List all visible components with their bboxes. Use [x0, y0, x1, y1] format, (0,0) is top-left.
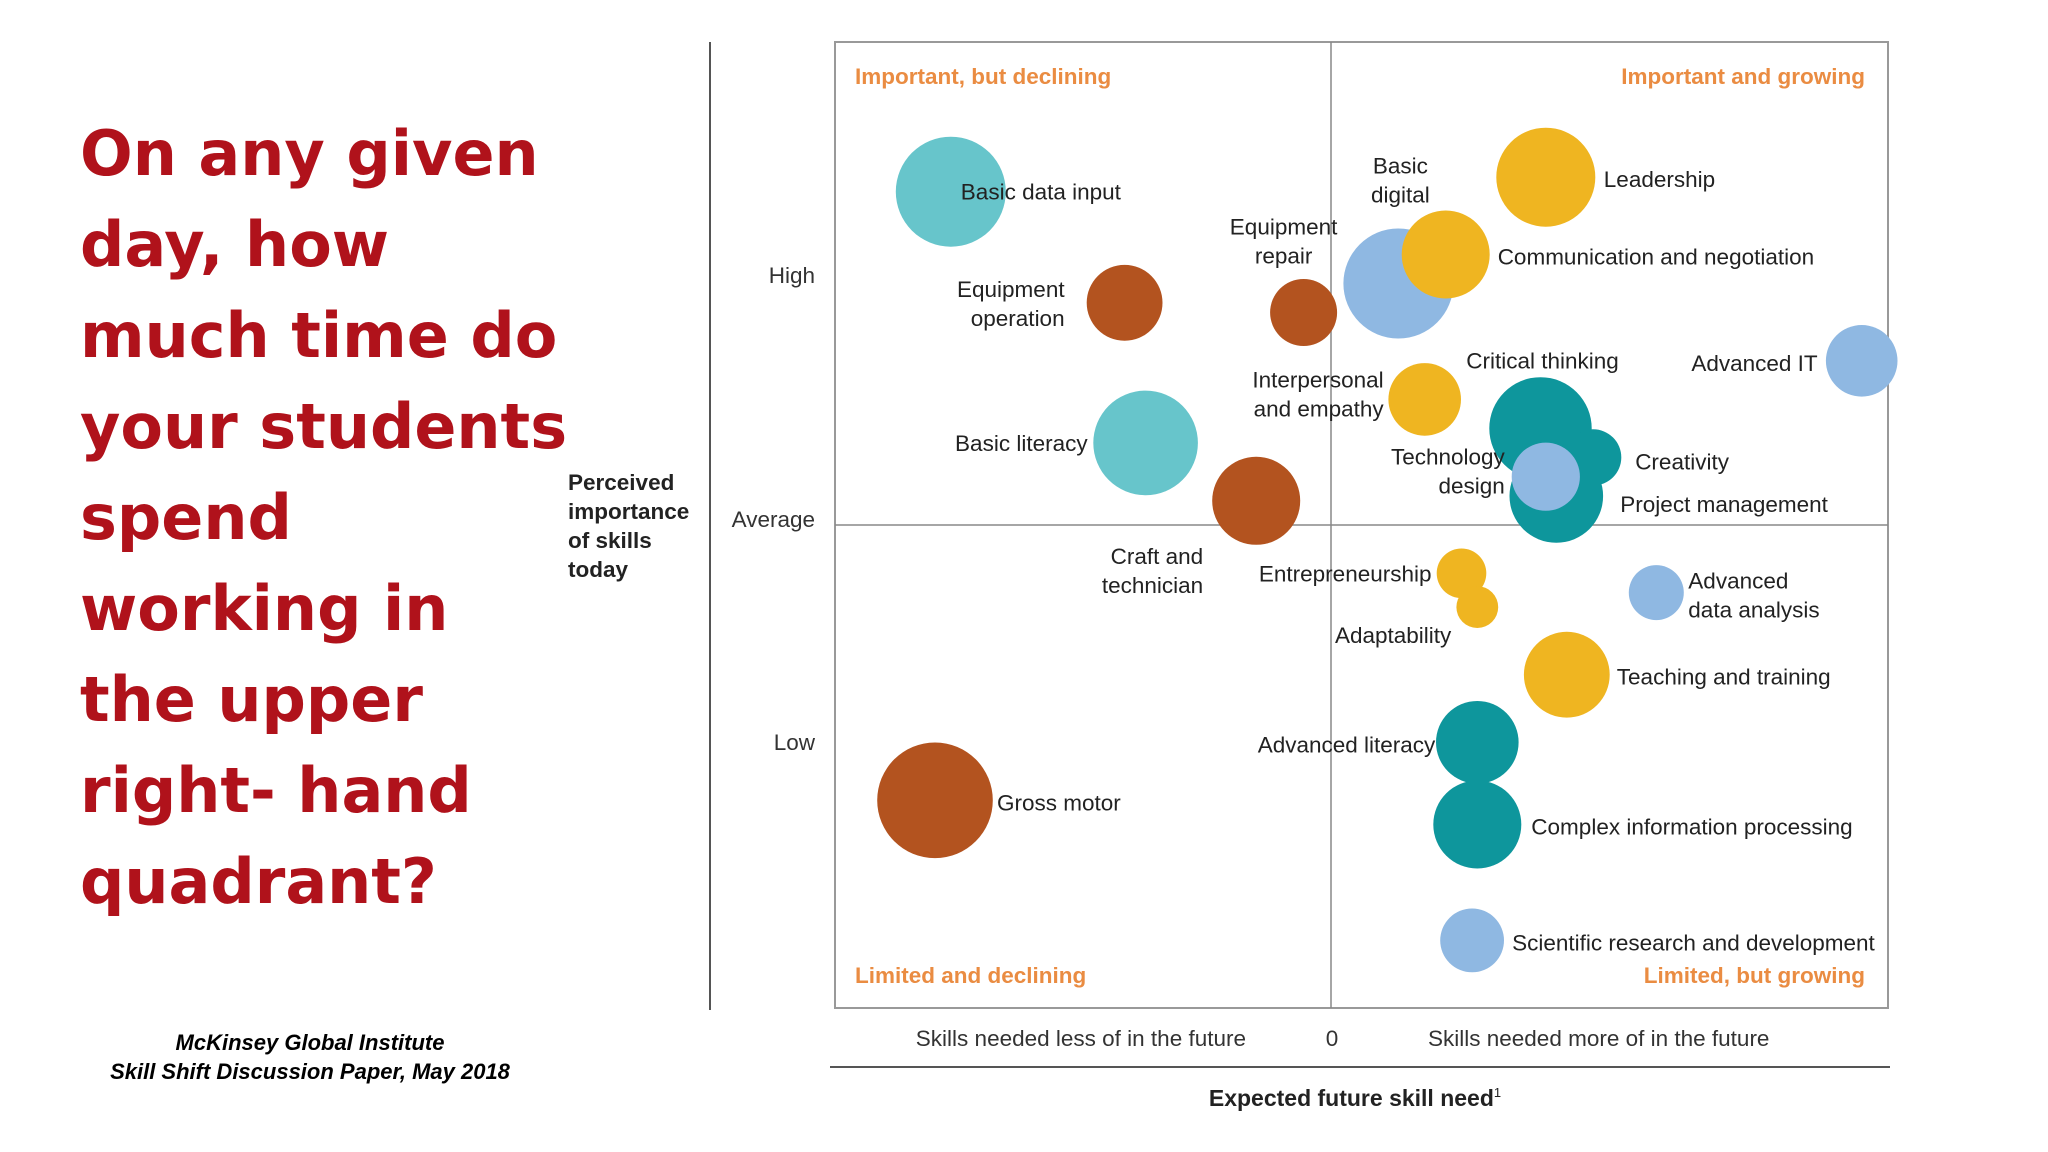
bubble-label-complex-information-processing: Complex information processing	[1531, 815, 1852, 840]
bubble-label-basic-data-input: Basic data input	[961, 180, 1122, 205]
x-axis-title-text: Expected future skill need	[1209, 1085, 1494, 1111]
question-line: right- hand	[80, 754, 472, 827]
bubble-basic-literacy	[1093, 390, 1198, 496]
citation-line: McKinsey Global Institute	[175, 1030, 445, 1055]
bubble-label-gross-motor: Gross motor	[997, 790, 1121, 815]
x-tick-zero: 0	[1326, 1026, 1339, 1051]
bubble-teaching-and-training	[1523, 631, 1610, 718]
bubble-label-entrepreneurship: Entrepreneurship	[1259, 561, 1432, 586]
y-axis-title-line: Perceived	[568, 470, 674, 495]
bubble-label-scientific-research-and-development: Scientific research and development	[1512, 930, 1875, 955]
question-line: day, how	[80, 208, 390, 281]
bubble-scientific-research-and-development	[1440, 908, 1504, 973]
question-line: your students	[80, 390, 568, 463]
x-tick-right: Skills needed more of in the future	[1428, 1026, 1769, 1051]
question-text: On any given day, how much time do your …	[80, 108, 600, 927]
y-axis-title-line: today	[568, 557, 628, 582]
y-tick-high: High	[769, 263, 815, 288]
bubble-label-layer: Basic data input Equipment operation Equipm…	[955, 154, 1875, 956]
bubble-label-leadership: Leadership	[1604, 167, 1715, 192]
bubble-label-basic-digital: Basic digital	[1371, 154, 1430, 208]
question-line: quadrant?	[80, 845, 437, 918]
bubble-advanced-literacy	[1436, 701, 1519, 784]
quadrant-label-bottom-left: Limited and declining	[855, 963, 1086, 988]
bubble-label-advanced-it: Advanced IT	[1691, 351, 1818, 376]
bubble-adaptability	[1456, 586, 1499, 628]
bubble-label-technology-design: Technology design	[1391, 445, 1506, 499]
bubble-gross-motor	[877, 742, 993, 859]
y-tick-low: Low	[774, 730, 816, 755]
question-line: working in	[80, 572, 449, 645]
bubble-label-craft-and-technician: Craft and technician	[1102, 544, 1203, 598]
quadrant-label-bottom-right: Limited, but growing	[1644, 963, 1865, 988]
quadrant-label-top-right: Important and growing	[1621, 64, 1865, 89]
bubble-technology-design	[1511, 442, 1580, 511]
x-axis-title: Expected future skill need1	[1209, 1085, 1501, 1111]
bubble-interpersonal-and-empathy	[1388, 363, 1461, 436]
bubble-advanced-it	[1825, 325, 1898, 397]
quadrant-label-top-left: Important, but declining	[855, 64, 1111, 89]
bubble-advanced-data-analysis	[1628, 565, 1684, 621]
bubble-equipment-operation	[1086, 264, 1163, 341]
bubble-label-communication-and-negotiation: Communication and negotiation	[1498, 245, 1814, 270]
bubble-label-basic-literacy: Basic literacy	[955, 431, 1088, 456]
bubble-equipment-repair	[1270, 279, 1338, 346]
y-tick-average: Average	[732, 507, 815, 532]
bubble-basic-data-input	[895, 136, 1006, 247]
y-axis-title-line: of skills	[568, 528, 652, 553]
bubble-communication-and-negotiation	[1401, 210, 1490, 299]
bubble-label-advanced-data-analysis: Advanced data analysis	[1688, 569, 1819, 623]
bubble-label-project-management: Project management	[1620, 492, 1828, 517]
bubble-label-equipment-repair: Equipment repair	[1230, 215, 1338, 269]
bubble-layer	[877, 127, 1898, 973]
y-axis-title-line: importance	[568, 499, 689, 524]
x-axis-title-superscript: 1	[1494, 1085, 1501, 1100]
bubble-label-adaptability: Adaptability	[1335, 623, 1452, 648]
bubble-entrepreneurship	[1436, 548, 1487, 599]
bubble-label-advanced-literacy: Advanced literacy	[1258, 732, 1436, 757]
question-line: On any given	[80, 117, 539, 190]
bubble-label-interpersonal-and-empathy: Interpersonal and empathy	[1252, 367, 1384, 421]
x-tick-left: Skills needed less of in the future	[916, 1026, 1246, 1051]
bubble-label-critical-thinking: Critical thinking	[1466, 348, 1619, 373]
bubble-label-creativity: Creativity	[1635, 449, 1730, 474]
bubble-label-equipment-operation: Equipment operation	[957, 277, 1065, 331]
question-line: the upper	[80, 663, 423, 736]
citation-line: Skill Shift Discussion Paper, May 2018	[110, 1059, 510, 1084]
source-citation: McKinsey Global Institute Skill Shift Di…	[60, 1028, 560, 1086]
bubble-label-teaching-and-training: Teaching and training	[1617, 665, 1831, 690]
bubble-complex-information-processing	[1433, 780, 1522, 869]
bubble-leadership	[1496, 127, 1596, 227]
bubble-craft-and-technician	[1212, 456, 1301, 545]
question-line: spend	[80, 481, 292, 554]
question-line: much time do	[80, 299, 558, 372]
